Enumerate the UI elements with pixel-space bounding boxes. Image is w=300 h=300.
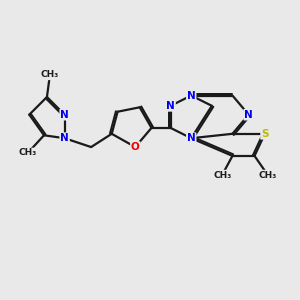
Text: CH₃: CH₃ bbox=[41, 70, 59, 80]
Text: CH₃: CH₃ bbox=[213, 170, 231, 179]
Text: N: N bbox=[60, 133, 69, 143]
Text: CH₃: CH₃ bbox=[19, 148, 37, 158]
Text: S: S bbox=[261, 129, 268, 139]
Text: N: N bbox=[187, 133, 196, 143]
Text: N: N bbox=[60, 110, 69, 120]
Text: N: N bbox=[244, 110, 253, 120]
Text: N: N bbox=[166, 101, 175, 111]
Text: N: N bbox=[187, 91, 196, 100]
Text: O: O bbox=[131, 142, 140, 152]
Text: CH₃: CH₃ bbox=[259, 170, 277, 179]
